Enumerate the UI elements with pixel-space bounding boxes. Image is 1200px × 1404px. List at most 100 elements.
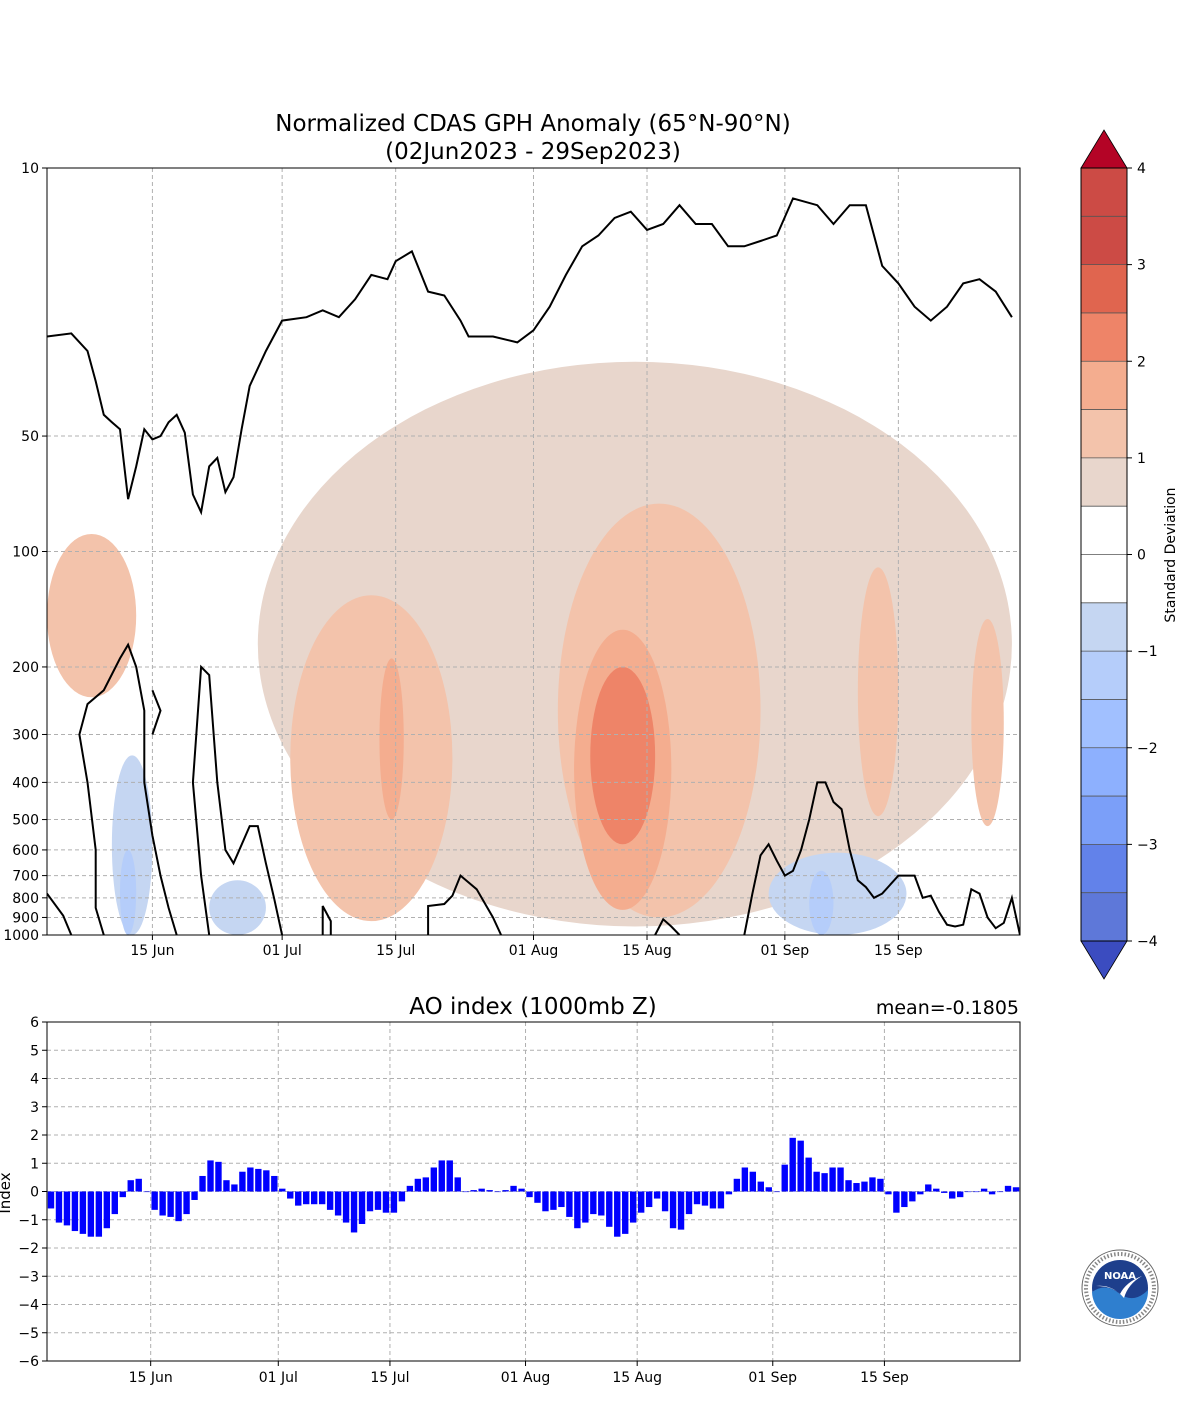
zero-contour-lower-2 xyxy=(151,689,162,735)
ao-bar xyxy=(669,1191,677,1229)
ao-bar xyxy=(199,1175,206,1192)
ao-date-tick-label: 15 Sep xyxy=(860,1370,909,1386)
ao-bar xyxy=(1012,1187,1020,1192)
pressure-tick-label: 200 xyxy=(12,660,39,676)
pressure-tick-label: 50 xyxy=(21,429,39,445)
anomaly-contour-fills xyxy=(47,361,1012,935)
ao-bar xyxy=(414,1178,422,1192)
colorbar-tick-label: −2 xyxy=(1137,741,1158,757)
ao-bar xyxy=(645,1191,653,1208)
ao-bar xyxy=(733,1178,741,1192)
ao-bar xyxy=(398,1191,406,1202)
ao-bar xyxy=(63,1191,71,1226)
ao-y-tick-label: 2 xyxy=(30,1128,39,1144)
date-tick-label: 15 Jul xyxy=(376,943,415,959)
ao-bar xyxy=(79,1191,87,1234)
ao-bar xyxy=(925,1184,932,1192)
ao-gridlines xyxy=(47,1022,1020,1361)
ao-bar xyxy=(318,1191,326,1205)
anomaly-region-2 xyxy=(290,595,453,922)
ao-bar xyxy=(279,1188,286,1192)
colorbar-segment xyxy=(1081,216,1127,265)
pressure-tick-label: 400 xyxy=(12,775,39,791)
ao-bar xyxy=(988,1191,996,1195)
ao-bar xyxy=(303,1191,310,1205)
colorbar-label: Standard Deviation xyxy=(1163,487,1179,622)
ao-bar xyxy=(590,1191,597,1215)
date-tick-label: 01 Jul xyxy=(263,943,302,959)
ao-bar xyxy=(526,1191,533,1198)
ao-bar xyxy=(103,1191,111,1229)
colorbar-segment xyxy=(1081,457,1127,507)
ao-bar xyxy=(877,1178,884,1192)
ao-bar xyxy=(558,1191,565,1208)
zero-contour-lower-4 xyxy=(321,905,332,935)
ao-bar xyxy=(47,1191,55,1209)
ao-bar xyxy=(95,1191,103,1237)
ao-bar xyxy=(223,1180,230,1192)
ao-bar xyxy=(606,1191,613,1227)
ao-bar xyxy=(956,1191,964,1198)
ao-bar xyxy=(781,1164,788,1192)
ao-bar xyxy=(151,1191,158,1210)
ao-date-tick-label: 15 Jun xyxy=(129,1370,173,1386)
ao-bar xyxy=(861,1181,868,1192)
ao-bar xyxy=(941,1191,948,1193)
anomaly-region-0 xyxy=(47,533,137,698)
ao-bar xyxy=(366,1191,374,1212)
ao-date-tick-label: 15 Aug xyxy=(612,1370,662,1386)
ao-date-tick-label: 01 Sep xyxy=(748,1370,797,1386)
ao-bar xyxy=(478,1188,485,1192)
colorbar-segment xyxy=(1081,409,1127,458)
ao-bar xyxy=(159,1191,166,1216)
zero-contour-lower-3 xyxy=(191,664,284,935)
ao-bar xyxy=(622,1191,629,1234)
ao-bar xyxy=(661,1191,669,1212)
top-date-axis: 15 Jun 01 Jul 15 Jul 01 Aug 15 Aug 01 Sep 15 S… xyxy=(130,935,923,959)
ao-bar xyxy=(837,1167,844,1192)
anomaly-region-12 xyxy=(768,852,907,935)
ao-bar xyxy=(350,1191,358,1233)
ao-bar xyxy=(829,1167,836,1192)
top-gridlines xyxy=(47,168,1020,935)
colorbar-tick-label: 3 xyxy=(1137,258,1146,274)
ao-bar xyxy=(574,1191,581,1229)
ao-date-axis: 15 Jun 01 Jul 15 Jul 01 Aug 15 Aug 01 Sep 15 S… xyxy=(129,1361,909,1386)
ao-y-tick-label: −2 xyxy=(18,1241,39,1257)
pressure-tick-label: 800 xyxy=(12,891,39,907)
ao-bar xyxy=(805,1157,812,1192)
pressure-tick-label: 700 xyxy=(12,869,39,885)
ao-bar xyxy=(390,1191,398,1213)
ao-bar xyxy=(247,1167,254,1192)
ao-bar xyxy=(709,1191,717,1209)
ao-bar xyxy=(749,1171,757,1192)
ao-bar xyxy=(502,1190,509,1192)
ao-bar xyxy=(135,1178,142,1192)
ao-bar xyxy=(677,1191,685,1230)
ao-bar xyxy=(717,1191,725,1209)
ao-date-tick-label: 15 Jul xyxy=(370,1370,409,1386)
pressure-tick-label: 1000 xyxy=(3,928,39,944)
ao-bar xyxy=(486,1190,493,1192)
ao-bar xyxy=(869,1177,876,1192)
ao-bar xyxy=(821,1173,828,1192)
ao-y-tick-label: 1 xyxy=(30,1156,39,1172)
ao-bar xyxy=(263,1170,270,1192)
anomaly-region-6 xyxy=(590,666,656,845)
ao-y-tick-label: −6 xyxy=(18,1354,39,1370)
ao-bar xyxy=(215,1161,222,1192)
colorbar-tick-label: −3 xyxy=(1137,837,1158,853)
ao-bar xyxy=(462,1191,469,1193)
ao-bar xyxy=(191,1191,198,1200)
pressure-tick-label: 500 xyxy=(12,813,39,829)
ao-bar xyxy=(685,1191,693,1215)
ao-bar xyxy=(518,1188,525,1192)
ao-bar xyxy=(71,1191,79,1232)
ao-index-axis: −6 −5 −4 −3 −2 −1 0 1 2 3 4 5 6 xyxy=(18,1015,47,1370)
ao-bar xyxy=(653,1191,661,1199)
ao-bar xyxy=(893,1191,900,1213)
ao-bar xyxy=(295,1191,302,1206)
ao-y-tick-label: 4 xyxy=(30,1072,39,1088)
ao-bar xyxy=(853,1183,860,1192)
colorbar: 4 3 2 1 0 −1 −2 −3 −4 xyxy=(1080,129,1158,980)
